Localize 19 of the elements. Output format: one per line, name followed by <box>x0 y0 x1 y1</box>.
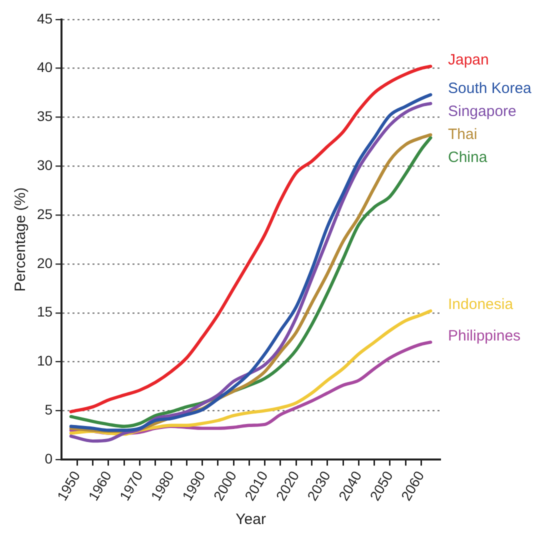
series-label: Thai <box>448 126 478 143</box>
y-tick-label: 40 <box>36 59 53 76</box>
y-tick-label: 15 <box>36 304 53 320</box>
y-axis-title: Percentage (%) <box>12 187 30 292</box>
y-tick-label: 10 <box>36 352 53 369</box>
y-tick-label: 5 <box>44 402 53 418</box>
y-tick-label: 20 <box>36 254 53 271</box>
y-tick-label: 30 <box>36 157 53 173</box>
y-tick-label: 25 <box>36 206 53 222</box>
series-label: Japan <box>448 52 489 68</box>
y-tick-label: 45 <box>36 10 53 26</box>
series-label: South Korea <box>448 80 532 97</box>
y-tick-label: 0 <box>44 450 53 466</box>
series-label: Indonesia <box>448 296 514 314</box>
x-axis-title: Year <box>236 511 266 528</box>
series-label: Singapore <box>448 102 516 120</box>
y-tick-label: 35 <box>36 108 53 124</box>
series-label: Philippines <box>448 327 521 344</box>
series-label: China <box>448 148 488 166</box>
